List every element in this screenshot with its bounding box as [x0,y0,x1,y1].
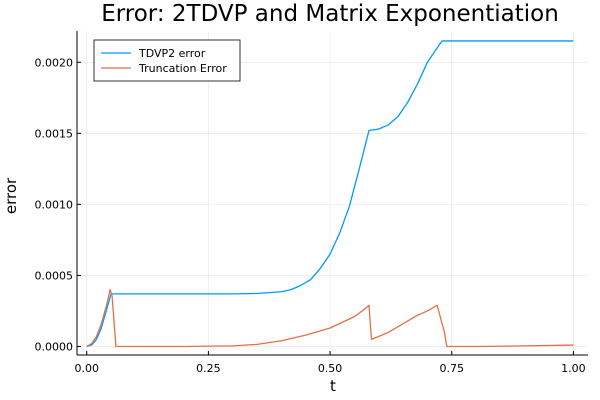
x-tick-label: 0.75 [439,362,464,375]
x-axis-label: t [330,377,336,395]
x-tick-label: 1.00 [561,362,586,375]
series-line-tdvp2-error [86,40,574,348]
series-lines [86,40,574,348]
legend-entry-label: TDVP2 error [138,47,206,60]
y-tick-label: 0.0015 [35,127,74,140]
chart-title: Error: 2TDVP and Matrix Exponentiation [101,1,559,27]
x-tick-label: 0.50 [318,362,343,375]
y-tick-label: 0.0020 [35,56,74,69]
legend-box [93,39,241,82]
y-axis-label: error [2,177,20,214]
legend: TDVP2 error Truncation Error [93,39,241,82]
y-tick-label: 0.0000 [35,340,74,353]
x-tick-label: 0.25 [196,362,221,375]
x-tick-label: 0.00 [74,362,99,375]
y-tick-label: 0.0010 [35,198,74,211]
series-line-truncation-error [86,288,574,348]
legend-entry-label: Truncation Error [138,62,227,75]
y-tick-label: 0.0005 [35,269,74,282]
axis-ticks: 0.00 0.25 0.50 0.75 1.00 0.0000 0.0005 0.0010 0.… [35,56,586,375]
axes-frame [76,31,588,356]
